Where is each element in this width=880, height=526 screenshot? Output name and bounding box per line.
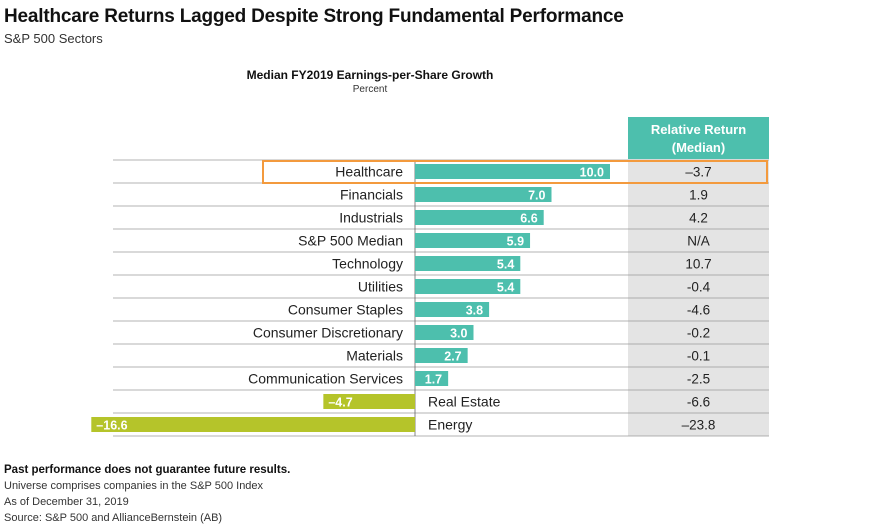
relative-return-value: -2.5 [687, 372, 710, 387]
category-label: Materials [346, 348, 403, 364]
chart-title: Median FY2019 Earnings-per-Share Growth [246, 68, 494, 82]
category-label: Healthcare [335, 164, 403, 180]
footer-source: Source: S&P 500 and AllianceBernstein (A… [4, 512, 223, 524]
category-label: Industrials [339, 210, 403, 226]
relative-return-value: 4.2 [689, 211, 708, 226]
category-label: Technology [332, 256, 403, 272]
category-label: Consumer Staples [288, 302, 403, 318]
relative-return-value: –23.8 [682, 418, 716, 433]
bar-financials [415, 187, 552, 202]
bar-consumer-discretionary [415, 325, 474, 340]
bar-value-label: 5.4 [497, 258, 514, 272]
bar-value-label: 2.7 [444, 350, 461, 364]
bar-chart: Relative Return (Median) 10.0 Healthcare –3.… [91, 117, 769, 437]
bar-value-label: 5.4 [497, 281, 514, 295]
relative-return-value: -0.2 [687, 326, 710, 341]
category-label: Financials [340, 187, 403, 203]
category-label: Energy [428, 417, 472, 433]
category-label: Communication Services [248, 371, 403, 387]
category-label: Utilities [358, 279, 403, 295]
relative-return-value: -0.1 [687, 349, 710, 364]
footer-as-of: As of December 31, 2019 [4, 496, 129, 508]
bar-industrials [415, 210, 544, 225]
relative-return-value: 1.9 [689, 188, 708, 203]
bar-communication-services [415, 371, 449, 386]
bar-technology [415, 256, 521, 271]
highlight-box [262, 160, 768, 184]
bar-healthcare [415, 164, 610, 179]
relative-return-value: N/A [687, 234, 710, 249]
bar-materials [415, 348, 468, 363]
bar-value-label: –4.7 [328, 396, 352, 410]
bar-value-label: 1.7 [425, 373, 442, 387]
relative-return-value: -6.6 [687, 395, 710, 410]
bar-value-label: 7.0 [528, 189, 545, 203]
bar-value-label: 3.0 [450, 327, 467, 341]
category-label: Consumer Discretionary [253, 325, 403, 341]
bar-value-label: 6.6 [520, 212, 537, 226]
bar-utilities [415, 279, 521, 294]
relative-return-header-line1: Relative Return [651, 122, 746, 137]
bar-value-label: 5.9 [507, 235, 524, 249]
bar-value-label: –16.6 [96, 419, 127, 433]
footer-universe: Universe comprises companies in the S&P … [4, 480, 264, 492]
relative-return-value: -0.4 [687, 280, 711, 295]
footer-disclaimer: Past performance does not guarantee futu… [4, 464, 291, 476]
relative-return-header [628, 117, 769, 159]
relative-return-value: 10.7 [685, 257, 711, 272]
relative-return-header-line2: (Median) [672, 140, 725, 155]
bar-value-label: 10.0 [580, 166, 604, 180]
bar-real-estate [323, 394, 415, 409]
bar-energy [91, 417, 416, 432]
relative-return-value: –3.7 [685, 165, 711, 180]
category-label: S&P 500 Median [298, 233, 403, 249]
bar-consumer-staples [415, 302, 490, 317]
footer-notes: Past performance does not guarantee futu… [4, 462, 290, 526]
page-title: Healthcare Returns Lagged Despite Strong… [4, 6, 624, 27]
relative-return-value: -4.6 [687, 303, 710, 318]
chart-unit-label: Percent [352, 84, 388, 95]
category-label: Real Estate [428, 394, 501, 410]
page-subtitle: S&P 500 Sectors [4, 31, 103, 46]
bar-value-label: 3.8 [466, 304, 483, 318]
bar-s-p-500-median [415, 233, 531, 248]
